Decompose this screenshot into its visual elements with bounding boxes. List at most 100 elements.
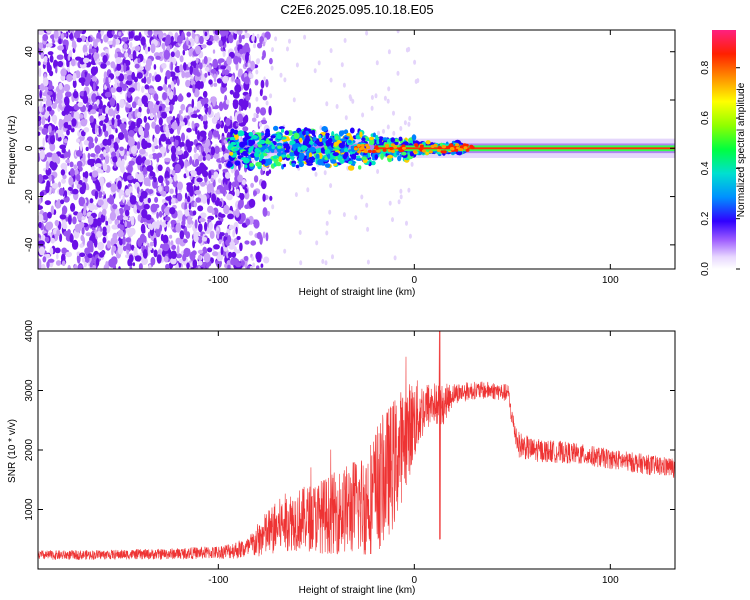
noise-speckle: [218, 239, 222, 245]
band-blob: [248, 147, 252, 153]
carrier-line-inner: [375, 147, 675, 150]
noise-speckle: [165, 180, 170, 186]
noise-speckle: [90, 153, 96, 158]
band-blob: [280, 154, 287, 158]
bottom-x-ticks: -100 0 100: [208, 331, 619, 586]
noise-speckle: [116, 159, 122, 168]
noise-speckle: [176, 219, 180, 224]
noise-speckle: [208, 170, 212, 179]
band-blob: [324, 163, 331, 168]
noise-speckle: [193, 201, 197, 208]
noise-speckle: [153, 249, 158, 258]
colorbar-tick-label-2: 0.4: [700, 161, 711, 175]
colorbar: [712, 30, 736, 269]
noise-speckle: [203, 252, 211, 263]
noise-speckle: [155, 228, 161, 238]
carrier-blob: [367, 149, 372, 153]
noise-speckle: [42, 211, 49, 221]
noise-speckle: [225, 117, 231, 127]
noise-speckle: [195, 45, 202, 55]
noise-speckle: [227, 264, 231, 269]
noise-speckle: [56, 253, 59, 260]
noise-speckle: [192, 259, 198, 269]
noise-speckle: [232, 101, 239, 110]
noise-speckle: [200, 99, 205, 105]
noise-speckle: [213, 244, 220, 250]
noise-speckle: [111, 151, 117, 158]
noise-speckle: [47, 211, 52, 219]
noise-speckle: [143, 166, 148, 175]
band-blob: [255, 161, 262, 167]
noise-speckle: [153, 237, 157, 248]
noise-speckle: [112, 204, 118, 210]
noise-speckle: [236, 113, 244, 124]
band-blob: [382, 137, 388, 141]
noise-speckle: [83, 110, 87, 120]
noise-speckle: [67, 124, 72, 131]
band-blob: [349, 127, 355, 134]
noise-speckle: [173, 79, 177, 85]
noise-speckle: [109, 97, 116, 107]
noise-speckle: [176, 192, 183, 202]
noise-speckle: [259, 107, 267, 116]
noise-speckle: [79, 243, 84, 248]
noise-speckle: [216, 230, 220, 240]
noise-speckle: [279, 72, 283, 78]
noise-speckle: [76, 184, 82, 189]
noise-speckle: [154, 114, 157, 123]
band-blob: [295, 164, 300, 169]
noise-speckle: [396, 70, 400, 76]
noise-speckle: [234, 78, 240, 84]
noise-speckle: [204, 145, 209, 154]
top-y-tick-label-2: 0: [24, 145, 35, 151]
noise-speckle: [91, 76, 98, 83]
noise-speckle: [59, 214, 67, 220]
band-blob: [289, 140, 296, 145]
noise-speckle: [123, 43, 128, 50]
noise-speckle: [292, 97, 296, 103]
spectrogram-plot: [38, 30, 675, 269]
noise-speckle: [149, 224, 154, 231]
noise-speckle: [77, 101, 84, 108]
noise-speckle: [130, 145, 137, 154]
top-y-tick-label-1: -20: [24, 189, 35, 204]
noise-speckle: [176, 244, 180, 255]
noise-speckle: [165, 263, 170, 269]
noise-speckle: [61, 205, 68, 215]
top-x-tick-label-2: 100: [602, 275, 619, 286]
noise-speckle: [407, 121, 411, 127]
noise-speckle: [87, 97, 91, 103]
noise-speckle: [125, 102, 129, 108]
noise-speckle: [161, 111, 168, 119]
noise-speckle: [162, 242, 170, 252]
band-blob: [307, 144, 312, 148]
noise-speckle: [243, 32, 251, 39]
carrier-blob: [441, 144, 446, 149]
noise-speckle: [72, 79, 77, 89]
noise-speckle: [201, 44, 207, 49]
noise-speckle: [221, 156, 225, 164]
noise-speckle: [186, 115, 190, 120]
noise-speckle: [256, 265, 260, 269]
noise-speckle: [102, 191, 105, 196]
noise-speckle: [243, 256, 249, 261]
band-blob: [293, 132, 300, 140]
noise-speckle: [109, 211, 116, 221]
band-blob: [230, 141, 237, 146]
noise-speckle: [55, 260, 62, 266]
noise-speckle: [126, 74, 133, 82]
band-blob: [237, 130, 245, 137]
noise-speckle: [144, 30, 147, 35]
noise-speckle: [112, 110, 116, 119]
noise-speckle: [141, 257, 148, 265]
noise-speckle: [111, 224, 118, 230]
band-blob: [248, 139, 253, 144]
noise-speckle: [98, 125, 101, 135]
band-blob: [324, 148, 331, 155]
noise-speckle: [405, 220, 408, 226]
noise-speckle: [136, 72, 143, 79]
noise-speckle: [116, 102, 120, 112]
band-blob: [325, 133, 330, 140]
noise-speckle: [229, 89, 234, 95]
